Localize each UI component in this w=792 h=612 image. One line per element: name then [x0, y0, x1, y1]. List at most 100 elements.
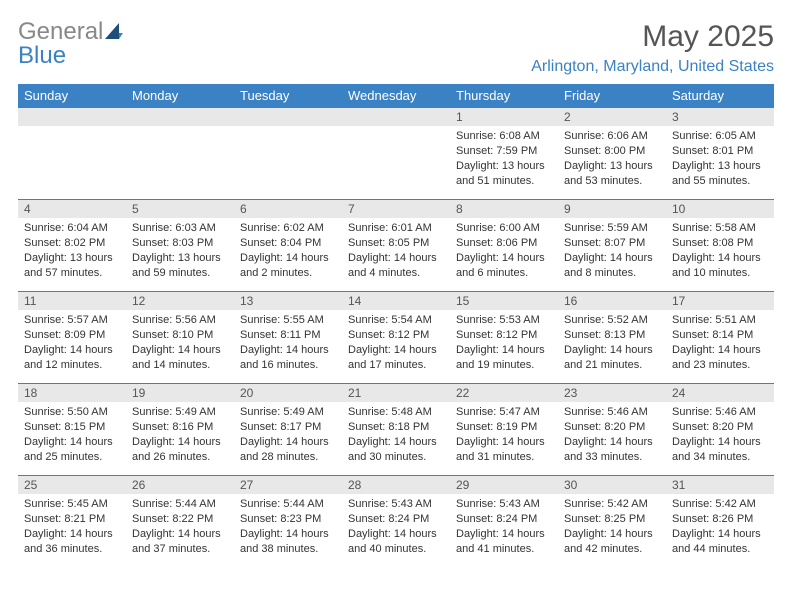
calendar-day-cell: 24Sunrise: 5:46 AMSunset: 8:20 PMDayligh… — [666, 384, 774, 476]
day-number — [342, 108, 450, 126]
day-number — [234, 108, 342, 126]
daylight-text: Daylight: 14 hours and 33 minutes. — [564, 435, 660, 465]
sunset-text: Sunset: 8:02 PM — [24, 236, 120, 251]
sunrise-text: Sunrise: 5:58 AM — [672, 221, 768, 236]
day-number: 3 — [666, 108, 774, 126]
calendar-day-cell: 23Sunrise: 5:46 AMSunset: 8:20 PMDayligh… — [558, 384, 666, 476]
daylight-text: Daylight: 14 hours and 34 minutes. — [672, 435, 768, 465]
weekday-header: Thursday — [450, 84, 558, 108]
day-number: 31 — [666, 476, 774, 494]
sunrise-text: Sunrise: 5:49 AM — [240, 405, 336, 420]
sunrise-text: Sunrise: 6:03 AM — [132, 221, 228, 236]
daylight-text: Daylight: 14 hours and 2 minutes. — [240, 251, 336, 281]
calendar-day-cell: 16Sunrise: 5:52 AMSunset: 8:13 PMDayligh… — [558, 292, 666, 384]
calendar-day-cell: 9Sunrise: 5:59 AMSunset: 8:07 PMDaylight… — [558, 200, 666, 292]
sunset-text: Sunset: 8:12 PM — [456, 328, 552, 343]
day-number: 10 — [666, 200, 774, 218]
sunrise-text: Sunrise: 5:42 AM — [564, 497, 660, 512]
sunrise-text: Sunrise: 5:46 AM — [564, 405, 660, 420]
weekday-header: Monday — [126, 84, 234, 108]
calendar-day-cell: 18Sunrise: 5:50 AMSunset: 8:15 PMDayligh… — [18, 384, 126, 476]
day-body: Sunrise: 5:55 AMSunset: 8:11 PMDaylight:… — [234, 310, 342, 375]
daylight-text: Daylight: 14 hours and 25 minutes. — [24, 435, 120, 465]
sunrise-text: Sunrise: 5:44 AM — [240, 497, 336, 512]
calendar-week-row: 1Sunrise: 6:08 AMSunset: 7:59 PMDaylight… — [18, 108, 774, 200]
day-number: 6 — [234, 200, 342, 218]
sunrise-text: Sunrise: 5:50 AM — [24, 405, 120, 420]
weekday-header: Saturday — [666, 84, 774, 108]
sunset-text: Sunset: 8:19 PM — [456, 420, 552, 435]
weekday-header: Wednesday — [342, 84, 450, 108]
calendar-day-cell: 6Sunrise: 6:02 AMSunset: 8:04 PMDaylight… — [234, 200, 342, 292]
day-number: 29 — [450, 476, 558, 494]
sunset-text: Sunset: 8:05 PM — [348, 236, 444, 251]
sunrise-text: Sunrise: 6:02 AM — [240, 221, 336, 236]
day-number: 13 — [234, 292, 342, 310]
calendar-table: Sunday Monday Tuesday Wednesday Thursday… — [18, 84, 774, 568]
daylight-text: Daylight: 14 hours and 12 minutes. — [24, 343, 120, 373]
sunset-text: Sunset: 8:12 PM — [348, 328, 444, 343]
day-number: 9 — [558, 200, 666, 218]
sunrise-text: Sunrise: 5:42 AM — [672, 497, 768, 512]
day-body: Sunrise: 5:44 AMSunset: 8:23 PMDaylight:… — [234, 494, 342, 559]
calendar-week-row: 4 Sunrise: 6:04 AMSunset: 8:02 PM Daylight… — [18, 200, 774, 292]
day-body: Sunrise: 5:48 AMSunset: 8:18 PMDaylight:… — [342, 402, 450, 467]
daylight-text: Daylight: 13 hours and 55 minutes. — [672, 159, 768, 189]
daylight-text: Daylight: 14 hours and 41 minutes. — [456, 527, 552, 557]
month-title: May 2025 — [531, 20, 774, 54]
day-body: Sunrise: 5:44 AMSunset: 8:22 PMDaylight:… — [126, 494, 234, 559]
daylight-text: Daylight: 14 hours and 23 minutes. — [672, 343, 768, 373]
daylight-text: Daylight: 14 hours and 14 minutes. — [132, 343, 228, 373]
sunrise-text: Sunrise: 5:53 AM — [456, 313, 552, 328]
day-body: Sunrise: 5:57 AMSunset: 8:09 PMDaylight:… — [18, 310, 126, 375]
sunrise-text: Sunrise: 6:04 AM — [24, 221, 120, 236]
daylight-text: Daylight: 14 hours and 37 minutes. — [132, 527, 228, 557]
sunset-text: Sunset: 8:23 PM — [240, 512, 336, 527]
sunrise-text: Sunrise: 6:00 AM — [456, 221, 552, 236]
calendar-day-cell: 17Sunrise: 5:51 AMSunset: 8:14 PMDayligh… — [666, 292, 774, 384]
day-body: Sunrise: 6:06 AMSunset: 8:00 PMDaylight:… — [558, 126, 666, 191]
sunset-text: Sunset: 8:24 PM — [348, 512, 444, 527]
sunset-text: Sunset: 8:18 PM — [348, 420, 444, 435]
day-number: 30 — [558, 476, 666, 494]
sunrise-text: Sunrise: 5:43 AM — [456, 497, 552, 512]
sunrise-text: Sunrise: 5:49 AM — [132, 405, 228, 420]
day-body: Sunrise: 5:42 AMSunset: 8:26 PMDaylight:… — [666, 494, 774, 559]
daylight-text: Daylight: 14 hours and 10 minutes. — [672, 251, 768, 281]
day-number: 4 — [18, 200, 126, 218]
day-body: Sunrise: 5:47 AMSunset: 8:19 PMDaylight:… — [450, 402, 558, 467]
day-body: Sunrise: 5:52 AMSunset: 8:13 PMDaylight:… — [558, 310, 666, 375]
day-number: 21 — [342, 384, 450, 402]
header: General Blue May 2025 Arlington, Marylan… — [18, 20, 774, 76]
sunrise-text: Sunrise: 5:48 AM — [348, 405, 444, 420]
location: Arlington, Maryland, United States — [531, 58, 774, 76]
sunset-text: Sunset: 8:16 PM — [132, 420, 228, 435]
day-body: Sunrise: 5:42 AMSunset: 8:25 PMDaylight:… — [558, 494, 666, 559]
day-body: Sunrise: 5:46 AMSunset: 8:20 PMDaylight:… — [558, 402, 666, 467]
daylight-text: Daylight: 14 hours and 26 minutes. — [132, 435, 228, 465]
calendar-day-cell: 21Sunrise: 5:48 AMSunset: 8:18 PMDayligh… — [342, 384, 450, 476]
day-number — [18, 108, 126, 126]
daylight-text: Daylight: 14 hours and 17 minutes. — [348, 343, 444, 373]
day-body: Sunrise: 5:54 AMSunset: 8:12 PMDaylight:… — [342, 310, 450, 375]
daylight-text: Daylight: 14 hours and 16 minutes. — [240, 343, 336, 373]
sunset-text: Sunset: 8:15 PM — [24, 420, 120, 435]
calendar-day-cell: 13Sunrise: 5:55 AMSunset: 8:11 PMDayligh… — [234, 292, 342, 384]
calendar-day-cell: 19Sunrise: 5:49 AMSunset: 8:16 PMDayligh… — [126, 384, 234, 476]
sunset-text: Sunset: 8:01 PM — [672, 144, 768, 159]
day-body: Sunrise: 6:01 AMSunset: 8:05 PMDaylight:… — [342, 218, 450, 283]
day-number: 25 — [18, 476, 126, 494]
daylight-text: Daylight: 14 hours and 28 minutes. — [240, 435, 336, 465]
title-block: May 2025 Arlington, Maryland, United Sta… — [531, 20, 774, 76]
day-number: 24 — [666, 384, 774, 402]
day-number: 20 — [234, 384, 342, 402]
sunset-text: Sunset: 8:25 PM — [564, 512, 660, 527]
sunrise-text: Sunrise: 5:52 AM — [564, 313, 660, 328]
sunrise-text: Sunrise: 6:08 AM — [456, 129, 552, 144]
calendar-day-cell: 31Sunrise: 5:42 AMSunset: 8:26 PMDayligh… — [666, 476, 774, 568]
day-number: 23 — [558, 384, 666, 402]
calendar-week-row: 25Sunrise: 5:45 AMSunset: 8:21 PMDayligh… — [18, 476, 774, 568]
calendar-day-cell: 2Sunrise: 6:06 AMSunset: 8:00 PMDaylight… — [558, 108, 666, 200]
logo-general: General — [18, 18, 103, 45]
calendar-day-cell: 8Sunrise: 6:00 AMSunset: 8:06 PMDaylight… — [450, 200, 558, 292]
